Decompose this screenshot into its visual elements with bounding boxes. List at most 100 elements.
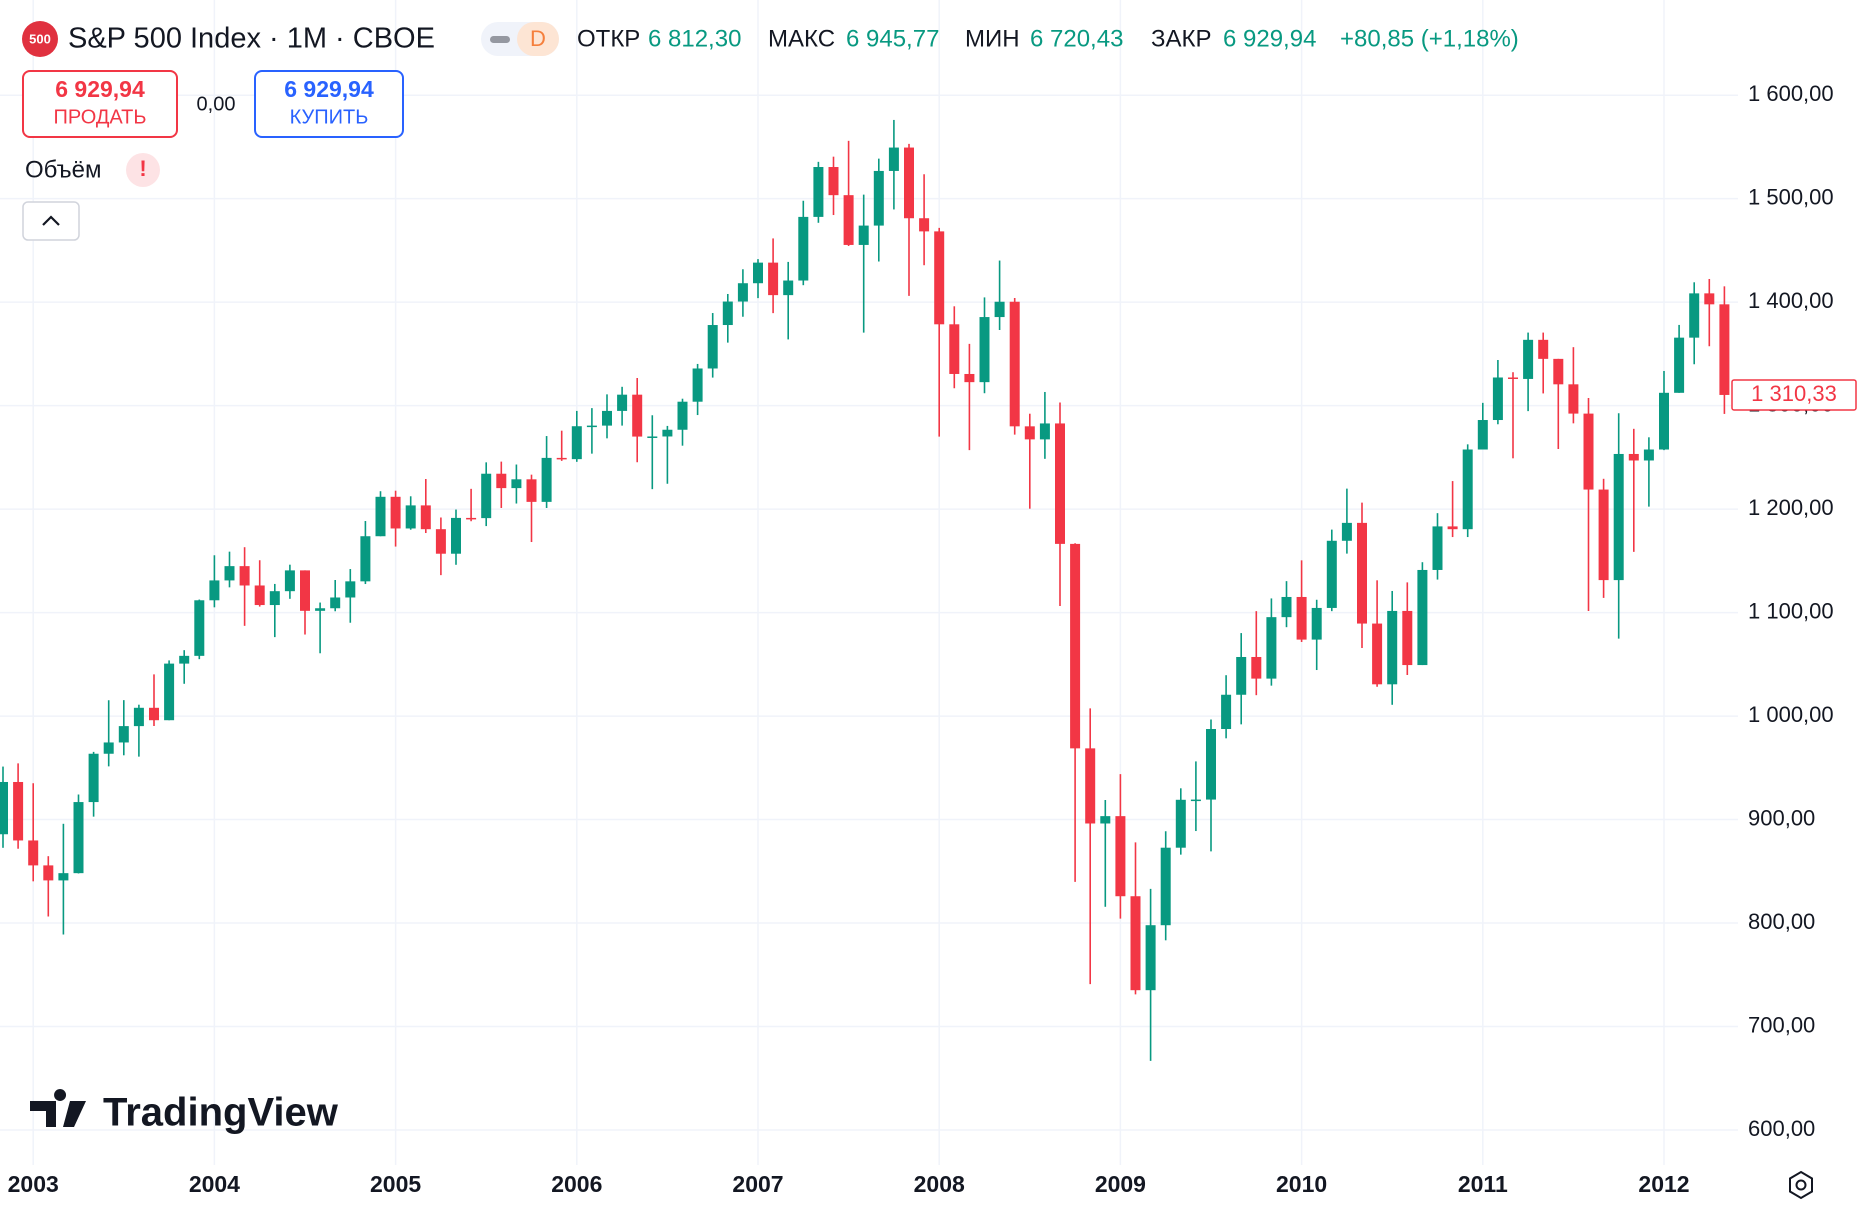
buy-label: КУПИТЬ (290, 106, 369, 128)
status-d-bg (517, 22, 559, 56)
candle-body (1130, 896, 1141, 991)
candle-body (149, 707, 159, 721)
candle-body (753, 262, 763, 284)
y-tick-label: 900,00 (1748, 805, 1815, 830)
status-d: D (530, 26, 546, 51)
candle-body (1462, 449, 1473, 530)
candle-body (133, 707, 144, 727)
candle-body (466, 517, 477, 520)
candle-body (888, 147, 899, 171)
candle-body (1160, 847, 1171, 926)
candle-body (1628, 453, 1639, 461)
candle-body (1583, 413, 1594, 490)
watermark-text: TradingView (103, 1091, 339, 1135)
volume-label[interactable]: Объём (25, 156, 101, 183)
candle-body (1523, 339, 1534, 379)
candle-body (964, 373, 975, 383)
candle-body (254, 585, 265, 606)
ohlc-label: ОТКР (577, 25, 640, 52)
candle-body (1024, 426, 1035, 440)
candle-body (1447, 526, 1458, 530)
candle-body (73, 802, 84, 874)
ohlc-label: МИН (965, 25, 1020, 52)
candle-body (405, 505, 416, 529)
candle-body (1417, 569, 1428, 666)
y-tick-label: 700,00 (1748, 1012, 1815, 1037)
candle-body (511, 479, 522, 489)
candle-body (1659, 392, 1669, 450)
candle-body (28, 840, 39, 866)
candle-body (843, 195, 854, 245)
candle-body (617, 394, 628, 411)
candle-body (58, 873, 69, 881)
x-tick-label: 2008 (914, 1171, 965, 1197)
price-axis-bg (1738, 0, 1864, 1165)
symbol-title[interactable]: S&P 500 Index · 1M · CBOE (68, 23, 435, 55)
candle-body (828, 167, 839, 196)
candle-body (1387, 610, 1398, 685)
x-tick-label: 2003 (8, 1171, 59, 1197)
candle-body (677, 401, 688, 430)
candle-body (813, 167, 824, 217)
candle-body (103, 742, 114, 754)
candle-body (541, 457, 552, 502)
candle-body (179, 655, 190, 664)
candle-body (1281, 596, 1292, 618)
candle-body (420, 505, 431, 530)
candle-body (269, 591, 280, 606)
ohlc-label: ЗАКР (1151, 25, 1212, 52)
candle-body (496, 473, 507, 489)
ohlc-legend: ОТКР 6 812,30 МАКС 6 945,77 МИН 6 720,43 ЗАКР 6… (577, 25, 1519, 52)
candle-body (556, 457, 567, 460)
candle-body (1311, 607, 1322, 640)
candle-body (1175, 799, 1186, 848)
candle-body (632, 394, 643, 437)
x-tick-label: 2004 (189, 1171, 240, 1197)
candle-body (435, 529, 446, 554)
candle-body (1221, 694, 1232, 730)
candle-body (768, 262, 779, 296)
x-tick-label: 2012 (1638, 1171, 1689, 1197)
ohlc-change: +80,85 (+1,18%) (1340, 25, 1519, 52)
candle-body (1598, 489, 1609, 581)
candle-body (1039, 423, 1050, 440)
candle-body (1100, 816, 1111, 824)
x-tick-label: 2005 (370, 1171, 421, 1197)
candle-body (571, 426, 582, 460)
y-tick-label: 800,00 (1748, 909, 1815, 934)
buy-button[interactable] (254, 70, 404, 138)
candle-body (783, 280, 794, 296)
candle-body (1719, 304, 1730, 395)
x-tick-label: 2007 (732, 1171, 783, 1197)
candle-body (1674, 337, 1685, 393)
candle-body (360, 536, 371, 582)
candle-body (1326, 540, 1337, 608)
y-tick-label: 1 600,00 (1748, 81, 1834, 106)
y-tick-label: 1 500,00 (1748, 184, 1834, 209)
candle-body (1372, 623, 1383, 685)
y-tick-label: 1 100,00 (1748, 598, 1834, 623)
symbol-badge-text: 500 (29, 31, 51, 46)
candles (0, 119, 1730, 1061)
settings-button[interactable] (1789, 1170, 1813, 1200)
candle-body (390, 496, 401, 529)
last-price-box (1731, 379, 1857, 411)
symbol-badge (22, 21, 58, 57)
ohlc-label: МАКС (768, 25, 835, 52)
candle-body (1477, 420, 1488, 450)
candle-body (118, 726, 129, 743)
candle-body (949, 324, 960, 374)
warning-icon[interactable] (126, 153, 160, 187)
collapse-button[interactable] (22, 201, 80, 241)
ohlc-value: 6 929,94 (1223, 25, 1316, 52)
candle-body (194, 600, 205, 656)
candle-body (315, 608, 326, 611)
x-tick-label: 2006 (551, 1171, 602, 1197)
grid (0, 0, 1738, 1165)
candle-body (1070, 543, 1081, 749)
sell-button[interactable] (22, 70, 178, 138)
candle-body (345, 581, 356, 598)
y-tick-label: 1 000,00 (1748, 702, 1834, 727)
candle-body (375, 496, 386, 537)
